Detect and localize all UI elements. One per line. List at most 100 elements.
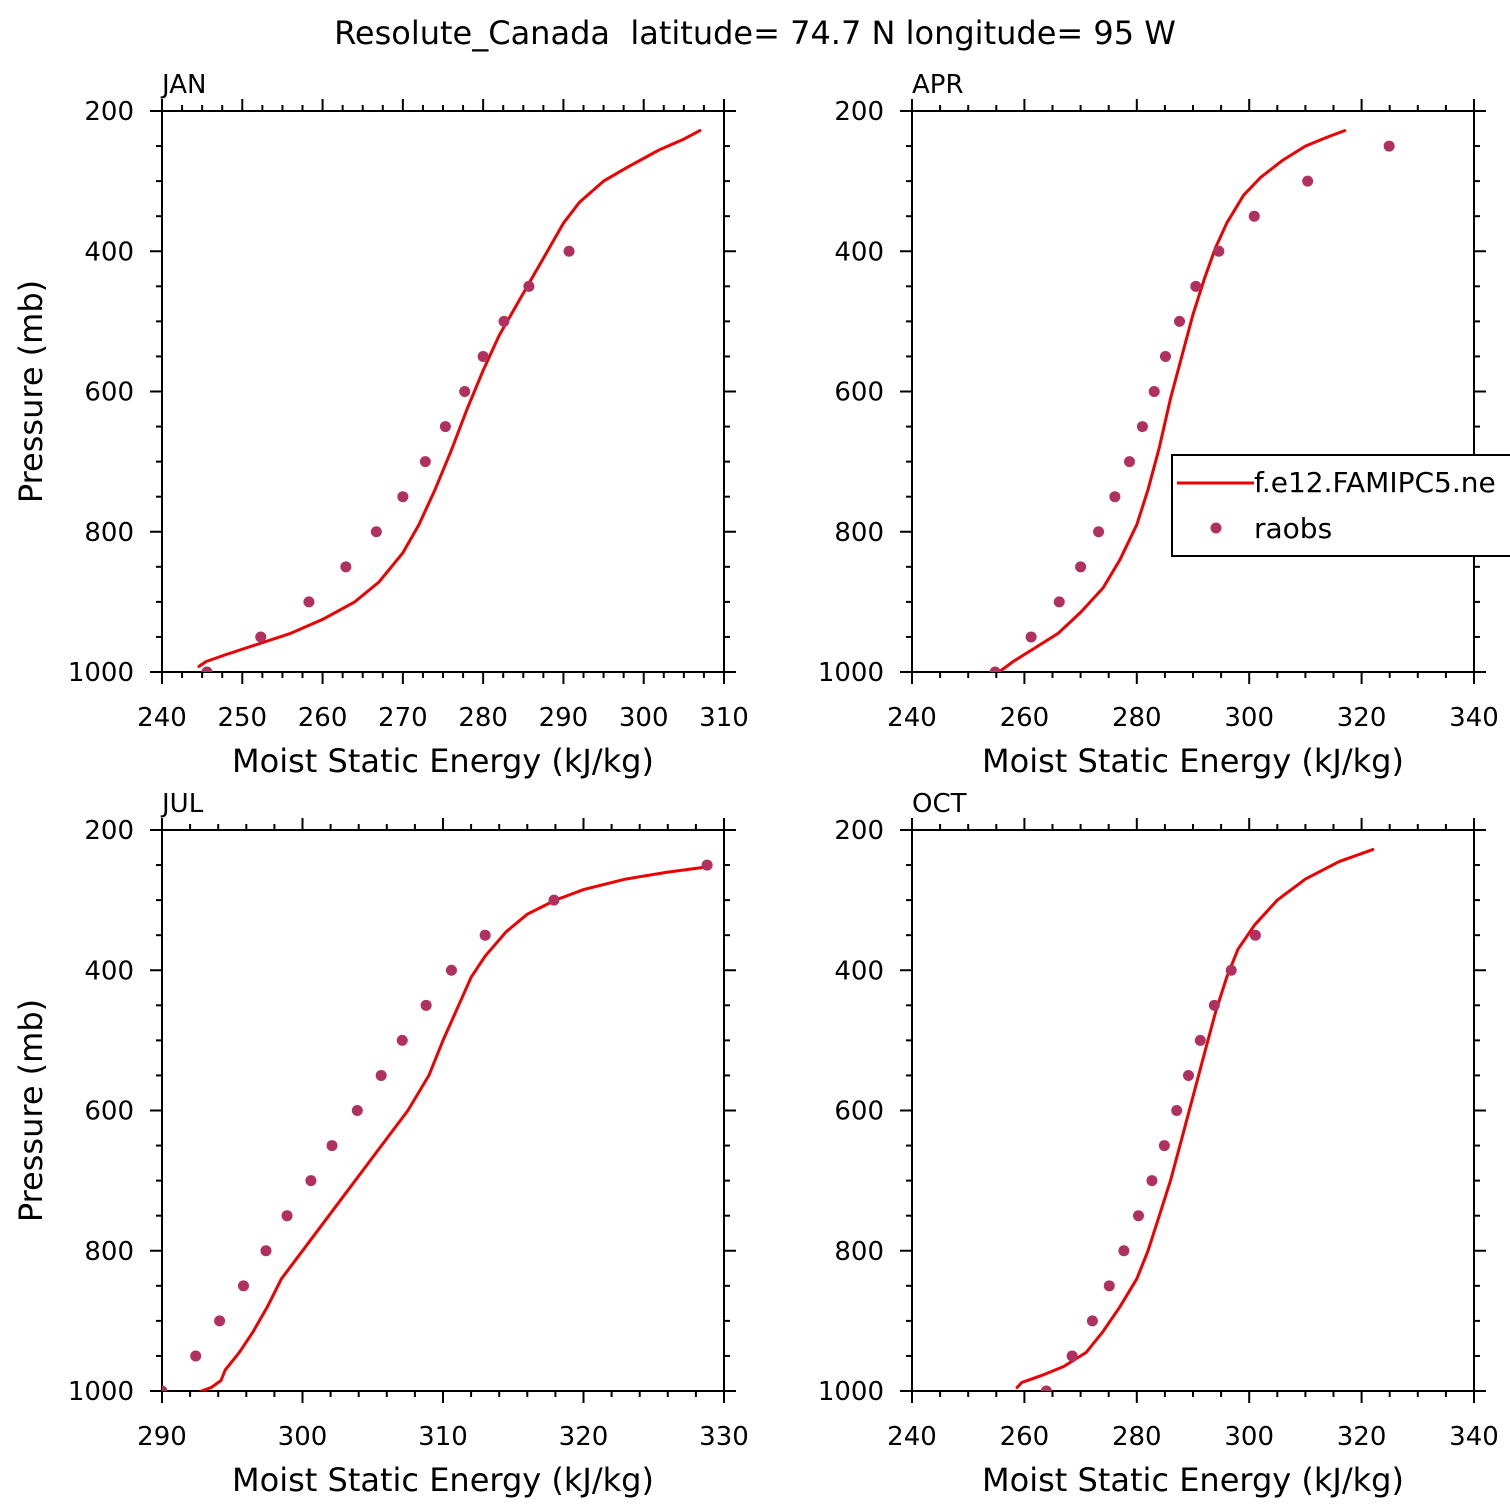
raobs-point: [1194, 1034, 1206, 1046]
raobs-point: [281, 1210, 293, 1222]
y-tick-label: 1000: [818, 658, 884, 688]
x-tick-label: 320: [1337, 703, 1387, 733]
raobs-point: [1225, 964, 1237, 976]
legend: f.e12.FAMIPC5.ne raobs: [1171, 454, 1510, 557]
raobs-point: [351, 1105, 363, 1116]
raobs-point: [397, 491, 409, 503]
raobs-point: [1109, 491, 1121, 503]
raobs-point: [1248, 210, 1260, 222]
raobs-point: [1174, 315, 1186, 327]
y-tick-label: 400: [84, 237, 134, 267]
x-axis-label: Moist Static Energy (kJ/kg): [232, 742, 654, 780]
x-axis-label: Moist Static Energy (kJ/kg): [982, 742, 1404, 780]
legend-label-model: f.e12.FAMIPC5.ne: [1254, 466, 1496, 499]
y-tick-label: 600: [834, 378, 884, 408]
raobs-point: [439, 421, 451, 433]
raobs-point: [396, 1034, 408, 1046]
x-tick-label: 250: [217, 703, 267, 733]
x-tick-label: 270: [378, 703, 428, 733]
plot-area: [162, 859, 713, 1391]
x-tick-label: 300: [1224, 703, 1274, 733]
raobs-point: [477, 350, 489, 362]
plot-frame: [161, 829, 725, 1392]
raobs-point: [1383, 140, 1395, 152]
x-tick-label: 330: [699, 1422, 749, 1452]
x-tick-label: 300: [619, 703, 669, 733]
raobs-point: [1066, 1350, 1078, 1362]
raobs-point: [1302, 175, 1314, 187]
raobs-point: [548, 894, 560, 906]
model-line: [997, 129, 1347, 672]
raobs-point: [1053, 596, 1065, 608]
raobs-point: [479, 929, 491, 941]
raobs-point: [701, 859, 713, 871]
raobs-point: [1132, 1210, 1144, 1222]
raobs-point: [498, 315, 510, 327]
y-tick-label: 600: [84, 1097, 134, 1127]
x-axis-label: Moist Static Energy (kJ/kg): [982, 1461, 1404, 1499]
plot-frame: [161, 110, 725, 673]
raobs-point: [1158, 1140, 1170, 1152]
y-tick-label: 600: [84, 378, 134, 408]
raobs-point: [1075, 561, 1087, 573]
raobs-point: [1086, 1315, 1098, 1327]
x-tick-label: 260: [298, 703, 348, 733]
x-tick-label: 290: [137, 1422, 187, 1452]
raobs-point: [370, 526, 382, 538]
y-tick-label: 200: [834, 816, 884, 846]
raobs-point: [201, 666, 213, 672]
plot-frame: [911, 110, 1475, 673]
x-tick-label: 240: [887, 1422, 937, 1452]
model-line: [199, 865, 712, 1391]
model-line: [197, 129, 702, 668]
x-tick-label: 240: [887, 703, 937, 733]
legend-marker-swatch: [1210, 522, 1222, 534]
panels: 240 250 260 270 280 290 300 310 200 400 600 800 1000…: [12, 70, 1510, 1499]
y-tick-label: 800: [834, 1237, 884, 1267]
x-tick-label: 260: [1000, 1422, 1050, 1452]
y-tick-label: 1000: [68, 1377, 134, 1407]
panel-jan: 240 250 260 270 280 290 300 310 200 400 600 800 1000…: [12, 70, 749, 780]
x-tick-label: 300: [278, 1422, 328, 1452]
raobs-point: [1159, 350, 1171, 362]
panel-jul: 290 300 310 320 330 200 400 600 800 1000 JUL Moist …: [12, 789, 749, 1499]
y-tick-label: 800: [834, 518, 884, 548]
raobs-point: [563, 245, 575, 257]
plot-area: [1015, 848, 1375, 1391]
y-tick-label: 400: [834, 956, 884, 986]
raobs-point: [1208, 999, 1220, 1011]
raobs-point: [1146, 1175, 1158, 1187]
x-tick-label: 280: [458, 703, 508, 733]
plot-area: [989, 129, 1395, 672]
raobs-point: [1136, 421, 1148, 433]
y-tick-label: 400: [834, 237, 884, 267]
plot-frame: [911, 829, 1475, 1392]
y-tick-label: 1000: [818, 1377, 884, 1407]
x-tick-label: 320: [559, 1422, 609, 1452]
raobs-point: [989, 666, 1001, 672]
raobs-point: [1249, 929, 1261, 941]
y-tick-label: 200: [84, 97, 134, 127]
panel-label: OCT: [912, 789, 967, 819]
raobs-point: [237, 1280, 249, 1292]
legend-box: [1171, 454, 1510, 557]
x-tick-label: 280: [1112, 1422, 1162, 1452]
panel-label: APR: [912, 70, 964, 100]
raobs-point: [162, 1385, 168, 1391]
raobs-point: [523, 280, 535, 292]
y-tick-label: 400: [84, 956, 134, 986]
raobs-point: [445, 964, 457, 976]
raobs-point: [305, 1175, 317, 1187]
raobs-point: [420, 999, 432, 1011]
raobs-point: [1213, 245, 1225, 257]
raobs-point: [303, 596, 315, 608]
x-tick-label: 260: [1000, 703, 1050, 733]
x-tick-label: 280: [1112, 703, 1162, 733]
model-line: [1015, 848, 1375, 1389]
x-tick-label: 340: [1449, 703, 1499, 733]
y-tick-label: 800: [84, 518, 134, 548]
raobs-point: [214, 1315, 226, 1327]
panel-oct: 240 260 280 300 320 340 200 400 600 800 1000 OCT Moi…: [818, 789, 1499, 1499]
y-tick-label: 1000: [68, 658, 134, 688]
